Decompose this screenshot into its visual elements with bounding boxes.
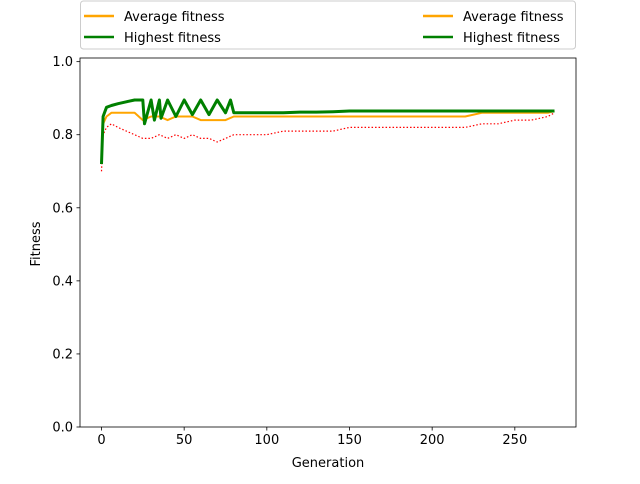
series-lowest-line bbox=[100, 112, 555, 172]
x-tick-label: 150 bbox=[337, 433, 362, 448]
x-tick-label: 0 bbox=[97, 433, 105, 448]
y-tick-label: 0.0 bbox=[52, 421, 73, 436]
y-tick-label: 0.4 bbox=[52, 274, 73, 289]
x-tick-label: 50 bbox=[176, 433, 193, 448]
x-tick-label: 250 bbox=[502, 433, 527, 448]
legend-label: Average fitness bbox=[463, 10, 564, 25]
legend-label: Highest fitness bbox=[124, 31, 221, 46]
axes-frame bbox=[79, 57, 577, 428]
legend-label: Highest fitness bbox=[463, 31, 560, 46]
legend-label: Average fitness bbox=[124, 10, 225, 25]
series-layer bbox=[100, 98, 555, 172]
series-highest-line bbox=[100, 98, 555, 165]
series-average-line bbox=[100, 110, 555, 165]
x-tick-label: 200 bbox=[420, 433, 445, 448]
y-axis: 0.0 0.2 0.4 0.6 0.8 1.0 bbox=[52, 55, 80, 436]
x-tick-label: 100 bbox=[254, 433, 279, 448]
y-axis-label: Fitness bbox=[29, 221, 44, 266]
plot-frame bbox=[79, 57, 577, 428]
legend: Average fitness Highest fitness Average fi… bbox=[80, 0, 576, 50]
y-tick-label: 0.2 bbox=[52, 347, 73, 362]
x-axis: 0 50 100 150 200 250 bbox=[97, 427, 527, 448]
y-tick-label: 0.6 bbox=[52, 201, 73, 216]
x-axis-label: Generation bbox=[292, 456, 365, 471]
y-tick-label: 1.0 bbox=[52, 55, 73, 70]
y-tick-label: 0.8 bbox=[52, 128, 73, 143]
